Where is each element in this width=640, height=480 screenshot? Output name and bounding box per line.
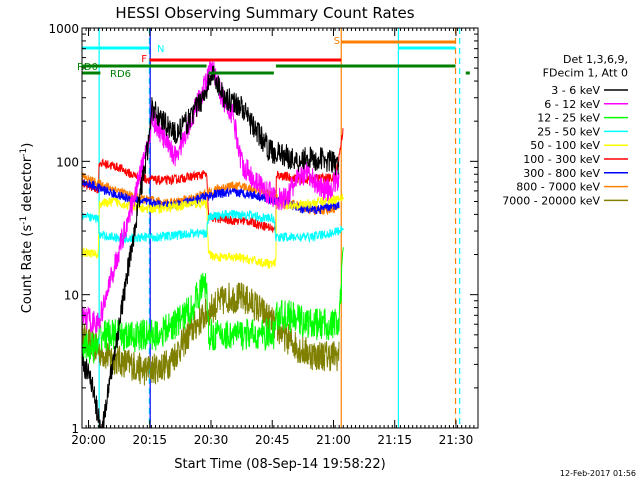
x-tick-label: 20:15 <box>132 433 167 447</box>
legend-entry-label: 25 - 50 keV <box>537 125 600 138</box>
series-line <box>82 65 340 428</box>
footer-date: 12-Feb-2017 01:56 <box>560 469 636 478</box>
y-tick-label: 100 <box>56 155 79 169</box>
y-axis-label-end: ) <box>20 143 35 148</box>
y-tick-label: 1000 <box>48 22 79 36</box>
y-axis-label-sup1: -1 <box>19 216 29 225</box>
y-axis-label-sup2: -1 <box>19 148 29 157</box>
plot-frame <box>81 27 479 429</box>
flag-label: S <box>334 36 340 47</box>
y-axis-label-main: Count Rate (s <box>20 225 35 314</box>
flag-label: RD0 <box>77 62 98 73</box>
series-line <box>82 58 340 334</box>
x-axis-label: Start Time (08-Sep-14 19:58:22) <box>174 457 385 472</box>
series-line <box>82 209 344 244</box>
legend-entry-label: 12 - 25 keV <box>537 112 600 125</box>
flag-label: N <box>157 44 164 55</box>
x-tick-label: 21:00 <box>316 433 351 447</box>
x-tick-label: 20:45 <box>255 433 290 447</box>
x-tick-label: 20:00 <box>71 433 106 447</box>
legend-entry-label: 7000 - 20000 keV <box>502 194 600 207</box>
legend-header: FDecim 1, Att 0 <box>543 67 628 80</box>
series-line <box>82 282 340 386</box>
flag-label: RD6 <box>110 69 131 80</box>
legend-entry-label: 100 - 300 keV <box>523 153 600 166</box>
legend-entry-label: 6 - 12 keV <box>544 98 600 111</box>
flag-label: F <box>141 54 147 65</box>
x-tick-label: 21:30 <box>439 433 474 447</box>
series-line <box>82 178 340 215</box>
series-line <box>82 193 344 269</box>
legend-entry-label: 300 - 800 keV <box>523 167 600 180</box>
x-tick-label: 20:30 <box>194 433 229 447</box>
legend-entry-label: 3 - 6 keV <box>551 84 600 97</box>
y-axis-label-mid: detector <box>20 156 35 216</box>
legend-entry-label: 800 - 7000 keV <box>516 181 600 194</box>
legend-header: Det 1,3,6,9, <box>563 53 628 66</box>
x-tick-label: 21:15 <box>377 433 412 447</box>
y-tick-label: 10 <box>64 289 79 303</box>
series-line <box>82 247 344 364</box>
legend-entry-label: 50 - 100 keV <box>530 139 600 152</box>
plot-area <box>82 28 470 428</box>
y-axis-label: Count Rate (s-1 detector-1) <box>19 143 35 314</box>
y-tick-label: 1 <box>71 422 79 436</box>
chart-title: HESSI Observing Summary Count Rates <box>115 4 414 22</box>
